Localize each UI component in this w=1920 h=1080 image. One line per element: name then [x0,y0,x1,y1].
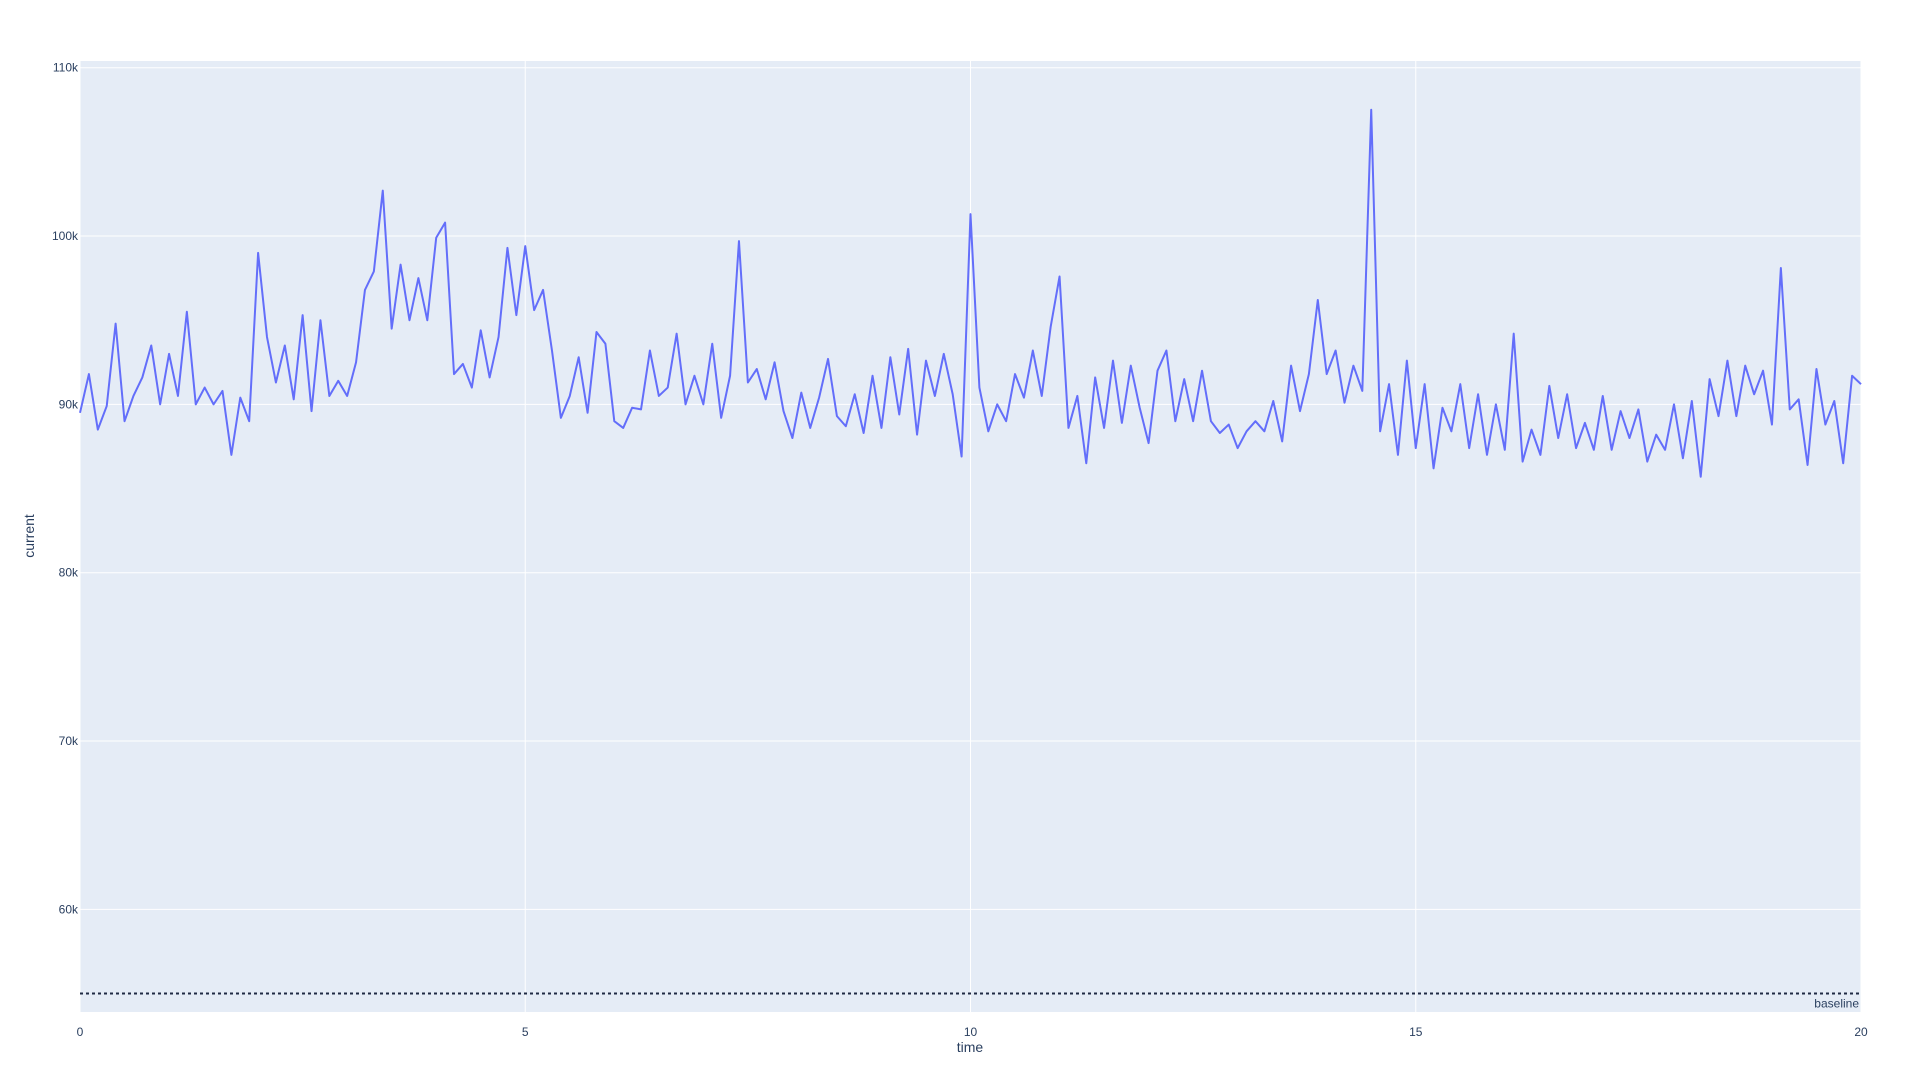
y-axis-title: current [21,514,37,558]
line-series [79,108,1862,478]
y-tick-label: 110k [53,61,79,75]
x-axis-title: time [957,1039,984,1055]
y-tick-label: 90k [59,397,79,411]
x-tick-label: 0 [77,1025,84,1039]
x-tick-label: 15 [1409,1025,1423,1039]
y-tick-label: 70k [59,734,79,748]
x-tick-label: 5 [522,1025,529,1039]
y-tick-label: 80k [59,566,79,580]
baseline-label: baseline [1814,996,1859,1010]
y-tick-label: 60k [59,902,79,916]
x-tick-label: 20 [1854,1025,1868,1039]
y-tick-label: 100k [52,229,79,243]
x-tick-label: 10 [964,1025,978,1039]
